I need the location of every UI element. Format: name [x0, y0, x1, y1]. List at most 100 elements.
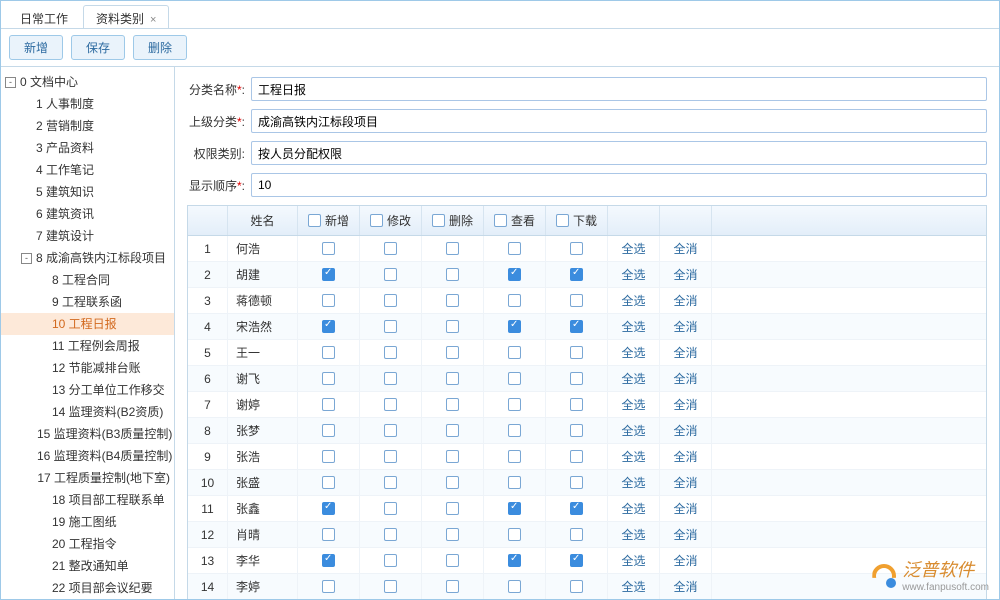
tree-node[interactable]: 15 监理资料(B3质量控制) [1, 423, 174, 445]
tree-node[interactable]: 14 监理资料(B2资质) [1, 401, 174, 423]
checkbox[interactable] [508, 554, 521, 567]
checkbox[interactable] [508, 346, 521, 359]
checkbox[interactable] [446, 320, 459, 333]
checkbox[interactable] [570, 346, 583, 359]
checkbox[interactable] [446, 476, 459, 489]
checkbox[interactable] [508, 320, 521, 333]
tree-node[interactable]: 17 工程质量控制(地下室) [1, 467, 174, 489]
checkbox[interactable] [322, 242, 335, 255]
tree-node[interactable]: 18 项目部工程联系单 [1, 489, 174, 511]
checkbox[interactable] [322, 372, 335, 385]
select-all-link[interactable]: 全选 [621, 474, 645, 491]
checkbox[interactable] [446, 398, 459, 411]
tree-node[interactable]: 1 人事制度 [1, 93, 174, 115]
checkbox[interactable] [446, 268, 459, 281]
checkbox[interactable] [446, 554, 459, 567]
deselect-all-link[interactable]: 全消 [673, 526, 697, 543]
select-all-link[interactable]: 全选 [621, 318, 645, 335]
tree-node[interactable]: 12 节能减排台账 [1, 357, 174, 379]
close-icon[interactable]: × [150, 14, 156, 26]
select-all-link[interactable]: 全选 [621, 292, 645, 309]
checkbox[interactable] [508, 372, 521, 385]
collapse-icon[interactable]: - [5, 77, 16, 88]
checkbox[interactable] [384, 450, 397, 463]
checkbox[interactable] [570, 320, 583, 333]
tree-sidebar[interactable]: -0 文档中心1 人事制度2 营销制度3 产品资料4 工作笔记5 建筑知识6 建… [1, 67, 175, 600]
checkbox[interactable] [322, 346, 335, 359]
add-button[interactable]: 新增 [9, 35, 63, 60]
checkbox[interactable] [446, 580, 459, 593]
tree-node[interactable]: 10 工程日报 [1, 313, 174, 335]
tree-node[interactable]: 9 工程联系函 [1, 291, 174, 313]
checkbox[interactable] [384, 424, 397, 437]
tab[interactable]: 日常工作 [7, 5, 81, 28]
tree-node[interactable]: 22 项目部会议纪要 [1, 577, 174, 599]
checkbox[interactable] [508, 450, 521, 463]
checkbox[interactable] [322, 528, 335, 541]
checkbox[interactable] [446, 450, 459, 463]
tree-node[interactable]: 5 建筑知识 [1, 181, 174, 203]
checkbox[interactable] [384, 398, 397, 411]
checkbox[interactable] [508, 242, 521, 255]
tree-node[interactable]: 4 工作笔记 [1, 159, 174, 181]
checkbox[interactable] [322, 320, 335, 333]
tree-node[interactable]: -0 文档中心 [1, 71, 174, 93]
deselect-all-link[interactable]: 全消 [673, 318, 697, 335]
tree-node[interactable]: 13 分工单位工作移交 [1, 379, 174, 401]
deselect-all-link[interactable]: 全消 [673, 266, 697, 283]
save-button[interactable]: 保存 [71, 35, 125, 60]
checkbox[interactable] [508, 424, 521, 437]
collapse-icon[interactable]: - [21, 253, 32, 264]
checkbox[interactable] [446, 502, 459, 515]
checkbox[interactable] [384, 346, 397, 359]
deselect-all-link[interactable]: 全消 [673, 474, 697, 491]
checkbox[interactable] [570, 580, 583, 593]
tree-node[interactable]: -8 成渝高铁内江标段项目 [1, 247, 174, 269]
select-all-link[interactable]: 全选 [621, 422, 645, 439]
checkbox[interactable] [322, 502, 335, 515]
checkbox[interactable] [384, 476, 397, 489]
tab[interactable]: 资料类别× [83, 5, 169, 28]
checkbox[interactable] [508, 580, 521, 593]
checkbox[interactable] [446, 346, 459, 359]
select-all-link[interactable]: 全选 [621, 448, 645, 465]
checkbox[interactable] [322, 294, 335, 307]
select-all-link[interactable]: 全选 [621, 266, 645, 283]
checkbox[interactable] [384, 242, 397, 255]
checkbox[interactable] [570, 372, 583, 385]
checkbox[interactable] [446, 424, 459, 437]
tree-node[interactable]: 3 产品资料 [1, 137, 174, 159]
checkbox[interactable] [508, 502, 521, 515]
tree-node[interactable]: 20 工程指令 [1, 533, 174, 555]
deselect-all-link[interactable]: 全消 [673, 292, 697, 309]
tree-node[interactable]: 21 整改通知单 [1, 555, 174, 577]
checkbox[interactable] [570, 554, 583, 567]
select-all-link[interactable]: 全选 [621, 344, 645, 361]
checkbox[interactable] [508, 398, 521, 411]
select-all-link[interactable]: 全选 [621, 396, 645, 413]
checkbox[interactable] [322, 424, 335, 437]
checkbox[interactable] [322, 476, 335, 489]
checkbox[interactable] [446, 294, 459, 307]
checkbox[interactable] [446, 528, 459, 541]
checkbox[interactable] [322, 580, 335, 593]
deselect-all-link[interactable]: 全消 [673, 396, 697, 413]
tree-node[interactable]: 2 营销制度 [1, 115, 174, 137]
checkbox[interactable] [570, 424, 583, 437]
checkbox[interactable] [508, 476, 521, 489]
checkbox[interactable] [384, 372, 397, 385]
col-view[interactable]: 查看 [484, 206, 546, 235]
deselect-all-link[interactable]: 全消 [673, 240, 697, 257]
checkbox[interactable] [446, 372, 459, 385]
checkbox[interactable] [570, 528, 583, 541]
deselect-all-link[interactable]: 全消 [673, 422, 697, 439]
select-all-link[interactable]: 全选 [621, 552, 645, 569]
delete-button[interactable]: 删除 [133, 35, 187, 60]
col-del[interactable]: 删除 [422, 206, 484, 235]
checkbox[interactable] [322, 268, 335, 281]
deselect-all-link[interactable]: 全消 [673, 344, 697, 361]
checkbox[interactable] [570, 450, 583, 463]
checkbox[interactable] [384, 294, 397, 307]
tree-node[interactable]: 8 工程合同 [1, 269, 174, 291]
tree-node[interactable]: 11 工程例会周报 [1, 335, 174, 357]
